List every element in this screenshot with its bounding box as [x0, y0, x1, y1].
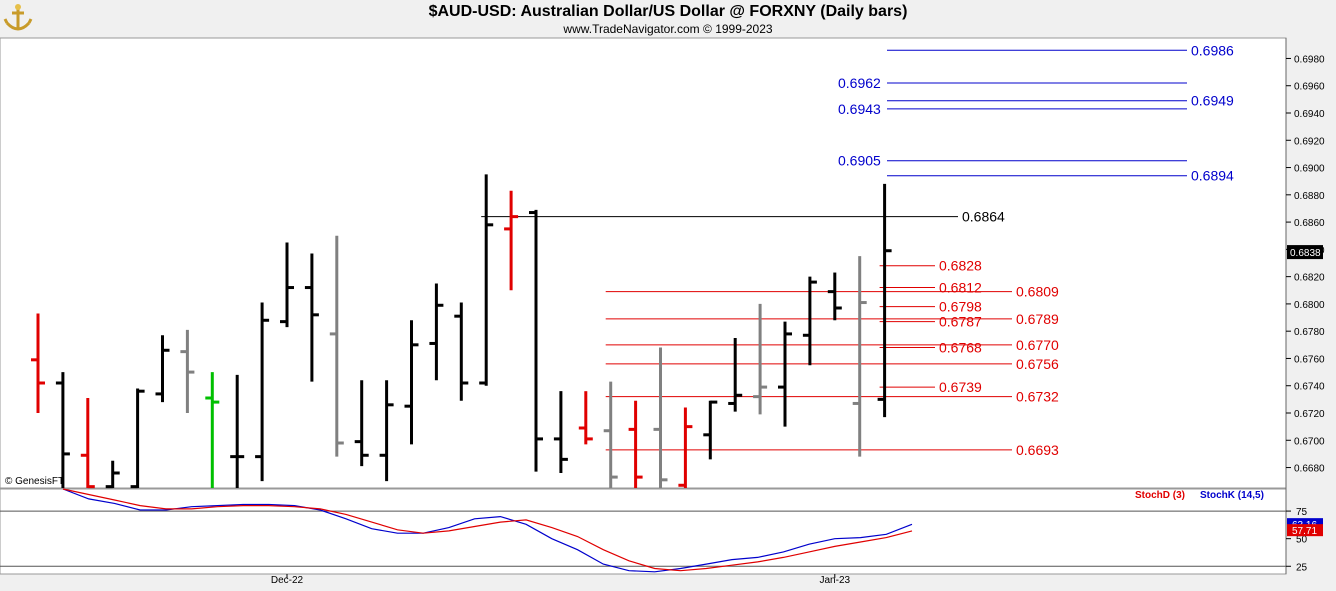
ohlc-bar [578, 391, 593, 445]
ohlc-bar [130, 388, 145, 489]
ohlc-bar [55, 372, 70, 488]
osc-series-line [62, 488, 913, 572]
ohlc-bar [454, 302, 469, 401]
y-tick-label: 0.6760 [1294, 354, 1325, 365]
y-tick-label: 0.6900 [1294, 164, 1325, 175]
level-label: 0.6739 [939, 379, 982, 395]
ohlc-bar [753, 303, 768, 415]
ohlc-bar [304, 253, 319, 382]
price-plot-area [0, 37, 1287, 489]
osc-series-line [62, 488, 913, 573]
osc-tick-label: 75 [1296, 507, 1308, 518]
osc-legend-entry: StochK (14,5) [1200, 490, 1264, 501]
last-price-label: 0.6838 [1290, 248, 1321, 259]
levels-layer: 0.6986 0.6962 0.6949 0.6943 0.6905 0.6894 0.68… [481, 42, 1234, 458]
x-tick-label: Jan-23 [820, 575, 851, 586]
level-label: 0.6789 [1016, 311, 1059, 327]
ohlc-bar [230, 374, 245, 488]
copyright-label: © GenesisFT [5, 476, 64, 487]
chart-title: $AUD-USD: Australian Dollar/US Dollar @ … [428, 3, 908, 20]
ohlc-bar [404, 320, 419, 445]
ohlc-bar [429, 283, 444, 381]
ohlc-bar [827, 272, 842, 321]
y-tick-label: 0.6720 [1294, 409, 1325, 420]
ohlc-bar [852, 256, 867, 457]
level-label: 0.6812 [939, 280, 982, 296]
osc-tick-label: 25 [1296, 562, 1308, 573]
stochd-value-label: 57.71 [1292, 526, 1317, 537]
level-label: 0.6693 [1016, 442, 1059, 458]
level-label: 0.6756 [1016, 356, 1059, 372]
ohlc-bar [703, 400, 718, 460]
chart-subtitle: www.TradeNavigator.com © 1999-2023 [563, 22, 773, 36]
y-tick-label: 0.6740 [1294, 382, 1325, 393]
y-tick-label: 0.6700 [1294, 436, 1325, 447]
y-tick-label: 0.6820 [1294, 273, 1325, 284]
osc-legend-entry: StochD (3) [1135, 490, 1185, 501]
ohlc-bar [205, 372, 220, 488]
y-tick-label: 0.6880 [1294, 191, 1325, 202]
ohlc-bar [479, 174, 494, 386]
ohlc-bar [105, 460, 120, 489]
chart-header: $AUD-USD: Australian Dollar/US Dollar @ … [0, 0, 1336, 38]
y-tick-label: 0.6860 [1294, 218, 1325, 229]
y-tick-label: 0.6960 [1294, 82, 1325, 93]
level-label: 0.6949 [1191, 93, 1234, 109]
ohlc-bar [504, 190, 519, 291]
level-label: 0.6962 [838, 75, 881, 91]
ohlc-bar [155, 335, 170, 403]
level-label: 0.6828 [939, 258, 982, 274]
level-label: 0.6798 [939, 299, 982, 315]
anchor-logo-icon [3, 3, 33, 35]
last-price-box [1287, 245, 1323, 260]
stochd-value-box [1287, 524, 1323, 537]
level-label: 0.6864 [962, 209, 1005, 225]
level-label: 0.6986 [1191, 42, 1234, 58]
level-label: 0.6894 [1191, 168, 1234, 184]
y-tick-label: 0.6780 [1294, 327, 1325, 338]
level-label: 0.6809 [1016, 284, 1059, 300]
ohlc-bar [329, 235, 344, 457]
ohlc-bar [877, 183, 892, 418]
ohlc-bar [255, 302, 270, 482]
bars-layer [31, 174, 892, 489]
oscillator-plot-area [0, 488, 1287, 575]
y-axis-ticks: 0.6680 0.6700 0.6720 0.6740 0.6760 0.6780 0.68… [1286, 54, 1325, 475]
y-tick-label: 0.6940 [1294, 109, 1325, 120]
ohlc-bar [31, 313, 45, 413]
ohlc-bar [728, 338, 743, 412]
osc-tick-label: 50 [1296, 535, 1308, 546]
x-tick-label: Dec-22 [271, 575, 304, 586]
ohlc-bar [80, 398, 95, 489]
ohlc-bar [379, 380, 394, 482]
ohlc-bar [778, 321, 792, 427]
level-label: 0.6943 [838, 101, 881, 117]
level-label: 0.6770 [1016, 337, 1059, 353]
level-label: 0.6732 [1016, 389, 1059, 405]
level-label: 0.6768 [939, 340, 982, 356]
y-tick-label: 0.6800 [1294, 300, 1325, 311]
y-tick-label: 0.6680 [1294, 464, 1325, 475]
ohlc-bar [180, 329, 195, 413]
price-axis [1286, 38, 1336, 574]
ohlc-bar [653, 347, 668, 488]
ohlc-bar [603, 381, 618, 488]
ohlc-bar [628, 400, 643, 488]
y-tick-label: 0.6920 [1294, 136, 1325, 147]
x-axis: Dec-22 Jan-23 [271, 574, 851, 586]
level-label: 0.6905 [838, 153, 881, 169]
level-label: 0.6787 [939, 314, 982, 330]
ohlc-bar [802, 276, 817, 366]
ohlc-bar [529, 209, 543, 472]
y-tick-label: 0.6980 [1294, 54, 1325, 65]
ohlc-bar [678, 407, 693, 488]
ohlc-bar [354, 380, 369, 467]
ohlc-bar [553, 391, 568, 473]
ohlc-bar [280, 242, 294, 328]
